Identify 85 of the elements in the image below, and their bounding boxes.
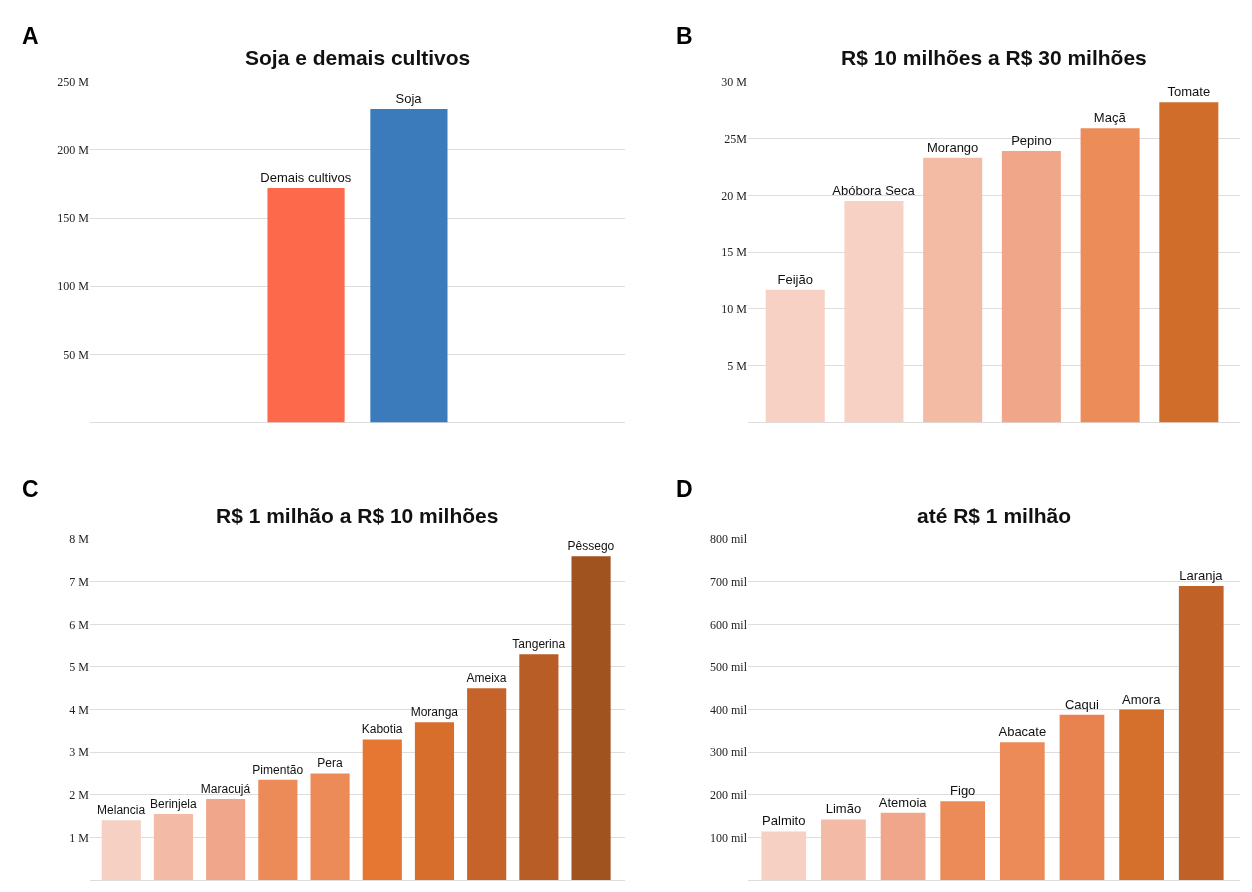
y-tick-label: 30 M	[721, 74, 748, 89]
x-tick-label: Feijão	[777, 271, 813, 287]
y-tick-label: 25M	[724, 131, 748, 146]
text: A	[22, 23, 39, 49]
x-tick-label: Maçã	[1093, 110, 1127, 126]
x-tick-label: Atemoia	[878, 794, 928, 810]
x-tick-label: Melancia	[97, 803, 146, 818]
bar	[1001, 151, 1061, 423]
x-tick-label: Palmito	[762, 813, 806, 829]
y-tick-label: 100 M	[57, 279, 90, 294]
bar	[258, 779, 298, 880]
chart-title: R$ 1 milhão a R$ 10 milhões	[216, 504, 499, 527]
x-tick-label: Pimentão	[252, 762, 304, 777]
bar	[153, 813, 194, 880]
x-tick-label: Abacate	[998, 724, 1047, 740]
x-tick-label: Soja	[395, 90, 423, 106]
x-tick-label: Kabotia	[361, 722, 403, 737]
x-tick-label: Tomate	[1167, 84, 1211, 100]
x-tick-label: Berinjela	[149, 796, 197, 811]
bar	[414, 722, 455, 880]
bar	[1178, 585, 1224, 880]
bar	[1159, 102, 1219, 423]
x-tick-label: Pêssego	[567, 539, 615, 554]
bar	[1080, 128, 1140, 423]
y-tick-label: 400 mil	[709, 702, 748, 717]
bar	[571, 556, 611, 880]
x-tick-label: Limão	[825, 801, 862, 817]
text: D	[676, 476, 693, 502]
y-tick-label: 50 M	[63, 347, 90, 362]
bar	[923, 157, 983, 423]
x-tick-label: Figo	[950, 783, 976, 799]
y-tick-label: 500 mil	[709, 660, 748, 675]
y-tick-label: 1 M	[69, 830, 90, 845]
text: B	[676, 23, 693, 49]
bar	[467, 688, 507, 880]
y-tick-label: 8 M	[69, 532, 90, 547]
bar	[940, 801, 986, 880]
y-tick-label: 3 M	[69, 745, 90, 760]
x-tick-label: Caqui	[1064, 696, 1099, 712]
bar	[999, 742, 1045, 880]
y-tick-label: 20 M	[721, 188, 748, 203]
y-tick-label: 600 mil	[709, 617, 748, 632]
x-tick-label: Maracujá	[200, 782, 251, 797]
bar	[362, 739, 402, 880]
x-tick-label: Abóbora Seca	[832, 183, 916, 199]
y-tick-label: 6 M	[69, 617, 90, 632]
bar	[880, 812, 926, 880]
y-tick-label: 200 M	[57, 143, 90, 158]
x-tick-label: Amora	[1122, 691, 1162, 707]
y-tick-label: 5 M	[727, 359, 748, 373]
y-tick-label: 10 M	[721, 302, 748, 317]
y-tick-label: 300 mil	[709, 745, 748, 760]
bar	[821, 819, 866, 880]
y-tick-label: 150 M	[57, 211, 90, 226]
y-tick-label: 200 mil	[709, 787, 748, 802]
bar	[761, 831, 807, 880]
bar	[765, 289, 825, 423]
x-tick-label: Pera	[317, 756, 343, 771]
y-tick-label: 700 mil	[709, 574, 748, 589]
text: C	[22, 476, 39, 502]
bar	[844, 201, 904, 423]
y-tick-label: 15 M	[721, 245, 748, 260]
bar	[1059, 714, 1105, 880]
bar	[206, 799, 246, 880]
bar	[519, 654, 559, 880]
x-tick-label: Demais cultivos	[260, 170, 352, 186]
y-tick-label: 5 M	[69, 660, 90, 675]
x-tick-label: Tangerina	[512, 637, 566, 652]
x-tick-label: Laranja	[1179, 567, 1224, 583]
chart-title: até R$ 1 milhão	[917, 504, 1072, 527]
y-tick-label: 100 mil	[709, 830, 748, 845]
x-tick-label: Morango	[927, 139, 979, 155]
y-tick-label: 800 mil	[709, 532, 748, 547]
chart-title: R$ 10 milhões a R$ 30 milhões	[841, 46, 1147, 69]
bar	[101, 820, 141, 880]
y-tick-label: 7 M	[69, 574, 90, 589]
chart-title: Soja e demais cultivos	[245, 46, 471, 69]
bar	[310, 773, 350, 880]
bar	[1119, 709, 1164, 880]
x-tick-label: Ameixa	[466, 671, 507, 686]
x-tick-label: Pepino	[1011, 133, 1052, 149]
y-tick-label: 2 M	[69, 787, 90, 802]
y-tick-label: 4 M	[69, 702, 90, 717]
x-tick-label: Moranga	[410, 705, 459, 720]
y-tick-label: 250 M	[57, 74, 90, 89]
